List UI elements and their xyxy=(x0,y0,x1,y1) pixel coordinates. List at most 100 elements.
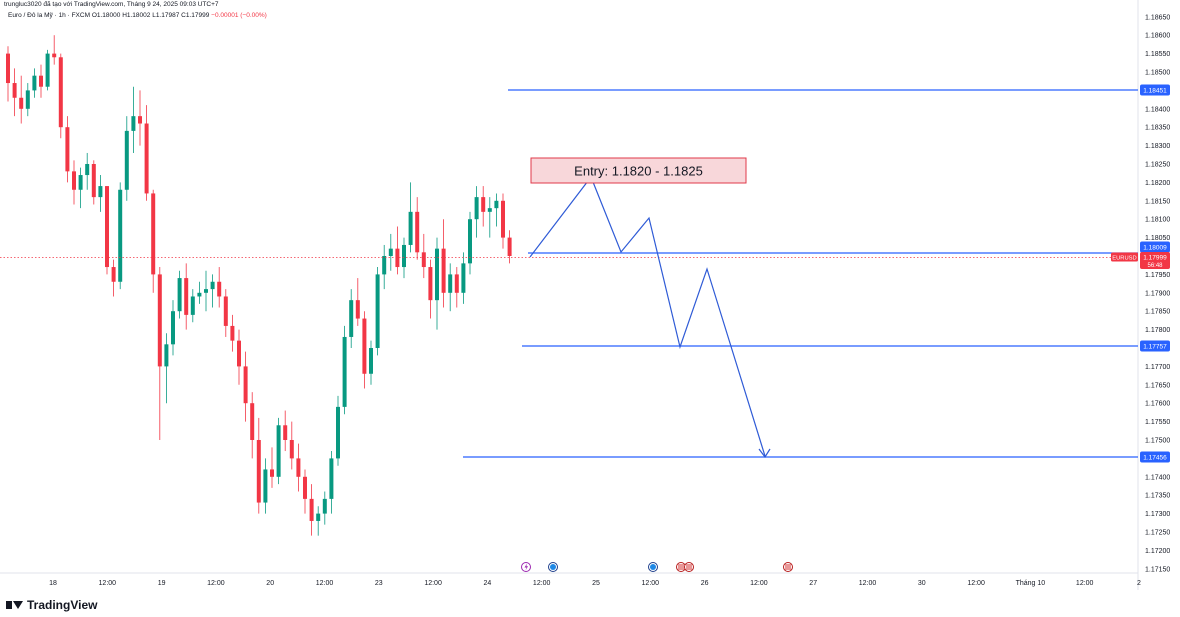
price-tick-label: 1.18250 xyxy=(1145,162,1170,169)
candle xyxy=(118,182,123,290)
price-tick-label: 1.18550 xyxy=(1145,51,1170,58)
candle xyxy=(12,68,17,117)
candle-body xyxy=(131,116,136,131)
candle xyxy=(223,289,228,337)
event-globe-icon[interactable] xyxy=(548,562,558,572)
candle xyxy=(164,333,169,404)
level-label-4[interactable]: 1.17456 xyxy=(1140,451,1170,463)
candle xyxy=(494,193,499,227)
time-tick-label: 27 xyxy=(809,580,817,587)
candle xyxy=(474,186,479,238)
level-label-2[interactable]: 1.18009 xyxy=(1140,241,1170,253)
candle-body xyxy=(289,440,294,459)
candle-body xyxy=(349,300,354,337)
entry-annotation-box[interactable] xyxy=(530,157,747,184)
time-tick-label: 12:00 xyxy=(967,580,985,587)
candle xyxy=(309,484,314,536)
candle-body xyxy=(12,83,17,98)
event-flash-icon[interactable] xyxy=(521,562,531,572)
candle-body xyxy=(369,348,373,374)
candle xyxy=(171,300,175,356)
candle xyxy=(355,278,360,326)
candle-body xyxy=(461,263,466,293)
candle xyxy=(501,193,505,249)
candle xyxy=(151,189,156,293)
candle xyxy=(237,329,241,385)
candle xyxy=(250,392,255,459)
symbol-legend[interactable]: Euro / Đô la Mỹ · 1h · FXCM O1.18000 H1.… xyxy=(8,12,267,19)
price-axis-ticks: 1.18650 1.18600 1.18550 1.18500 1.18400 1.183… xyxy=(1145,14,1170,573)
candle-body xyxy=(243,366,248,404)
candle xyxy=(6,46,10,102)
candle xyxy=(316,506,321,536)
candle xyxy=(263,458,268,514)
candle-body xyxy=(322,498,327,514)
event-globe-icon[interactable] xyxy=(648,562,658,572)
time-tick-label: 12:00 xyxy=(750,580,768,587)
price-tick-label: 1.17400 xyxy=(1145,474,1170,481)
candle xyxy=(481,186,486,227)
level-label-3[interactable]: 1.17757 xyxy=(1140,340,1170,352)
candle-body xyxy=(230,325,235,341)
candle xyxy=(256,417,261,514)
tradingview-brand[interactable]: TradingView xyxy=(6,598,97,612)
candle-body xyxy=(151,193,156,275)
candle-body xyxy=(223,296,228,326)
candle xyxy=(45,49,50,91)
candle-body xyxy=(164,344,169,367)
price-tick-label: 1.17600 xyxy=(1145,401,1170,408)
candle xyxy=(289,421,294,470)
candle-body xyxy=(111,267,116,282)
price-tick-label: 1.17300 xyxy=(1145,511,1170,518)
candles-group xyxy=(6,35,512,536)
price-tick-label: 1.17550 xyxy=(1145,419,1170,426)
price-tick-label: 1.18200 xyxy=(1145,180,1170,187)
price-tick-label: 1.17850 xyxy=(1145,309,1170,316)
candle xyxy=(342,325,347,415)
candle xyxy=(428,259,433,319)
candle-body xyxy=(184,278,189,315)
candle-body xyxy=(421,252,426,268)
candle-body xyxy=(303,476,307,499)
candle xyxy=(19,75,24,124)
price-tick-label: 1.18350 xyxy=(1145,125,1170,132)
event-us-flag-icon[interactable] xyxy=(684,562,694,572)
time-tick-label: 12:00 xyxy=(1076,580,1094,587)
symbol-tag[interactable]: EURUSD xyxy=(1111,252,1138,262)
candle xyxy=(184,263,189,330)
candle-body xyxy=(355,300,360,319)
candle xyxy=(303,469,307,514)
current-price-label[interactable]: 1.17999 56:48 xyxy=(1140,252,1170,269)
candle-body xyxy=(474,197,479,220)
candle-body xyxy=(501,200,505,238)
candle xyxy=(415,197,420,260)
candle-body xyxy=(468,219,472,264)
ohlc-close: C1.17999 xyxy=(181,12,210,19)
candle xyxy=(435,237,439,330)
candle-body xyxy=(250,403,255,440)
price-tick-label: 1.18650 xyxy=(1145,14,1170,21)
candle xyxy=(32,68,37,98)
candle-body xyxy=(402,244,406,268)
candle xyxy=(197,281,202,304)
candle xyxy=(124,116,129,201)
candle xyxy=(72,160,76,205)
candle xyxy=(58,53,63,139)
candle-body xyxy=(481,197,486,212)
price-tick-label: 1.17700 xyxy=(1145,364,1170,371)
candle-body xyxy=(91,164,96,198)
candle xyxy=(204,270,208,312)
time-tick-label: 12:00 xyxy=(99,580,117,587)
candle xyxy=(91,160,96,205)
candle-body xyxy=(362,318,367,374)
candle-body xyxy=(58,57,63,128)
event-us-flag-icon[interactable] xyxy=(676,562,686,572)
candle-body xyxy=(428,267,433,301)
tradingview-logo-icon xyxy=(6,599,24,611)
candle xyxy=(349,289,354,348)
candle-body xyxy=(25,90,30,109)
candle xyxy=(98,175,103,212)
event-us-flag-icon[interactable] xyxy=(783,562,793,572)
level-label-1[interactable]: 1.18451 xyxy=(1140,84,1170,96)
